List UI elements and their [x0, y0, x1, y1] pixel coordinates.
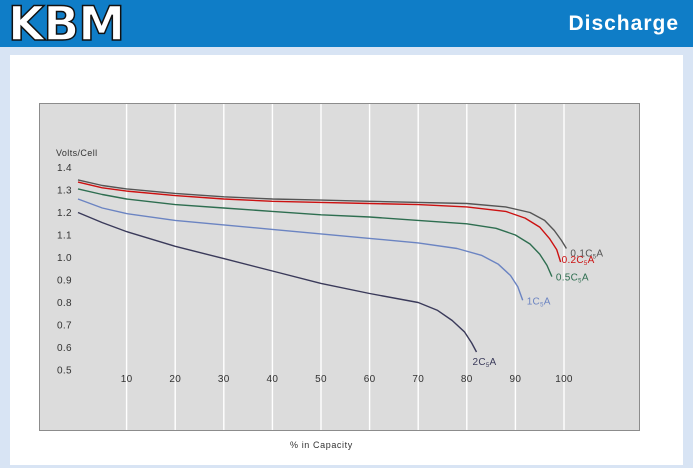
x-tick-label: 90 [510, 374, 522, 385]
series-line-1C5A [77, 198, 524, 301]
y-tick-label: 1.0 [57, 253, 72, 264]
series-line-0.5C5A [77, 188, 553, 277]
series-label-0.2C5A: 0.2C5A [562, 255, 595, 267]
y-tick-label: 0.6 [57, 343, 72, 354]
y-tick-label: 1.2 [57, 208, 72, 219]
x-axis-label: % in Capacity [290, 440, 353, 450]
series-line-0.2C5A [77, 181, 562, 263]
y-tick-label: 1.1 [57, 231, 72, 242]
x-tick-label: 30 [218, 374, 230, 385]
x-tick-label: 40 [267, 374, 279, 385]
series-line-2C5A [77, 211, 478, 353]
x-tick-label: 60 [364, 374, 376, 385]
section-title: Discharge [568, 12, 679, 35]
y-tick-label: 0.8 [57, 298, 72, 309]
x-tick-label: 80 [461, 374, 473, 385]
header-bar: KBM Discharge [0, 0, 693, 53]
y-tick-label: 1.3 [57, 186, 72, 197]
series-label-0.1C5A: 0.1C5A [570, 249, 603, 261]
y-axis-label: Volts/Cell [56, 148, 98, 158]
x-tick-label: 50 [315, 374, 327, 385]
series-label-1C5A: 1C5A [527, 296, 551, 308]
y-tick-label: 1.4 [57, 163, 72, 174]
series-label-2C5A: 2C5A [473, 357, 497, 369]
x-tick-label: 10 [121, 374, 133, 385]
series-label-0.5C5A: 0.5C5A [556, 273, 589, 285]
y-tick-label: 0.7 [57, 321, 72, 332]
x-tick-label: 100 [555, 374, 573, 385]
series-line-0.1C5A [77, 179, 567, 249]
y-tick-label: 0.9 [57, 276, 72, 287]
y-tick-label: 0.5 [57, 366, 72, 377]
x-tick-label: 70 [412, 374, 424, 385]
chart-area [39, 103, 640, 431]
x-tick-label: 20 [169, 374, 181, 385]
kbm-logo: KBM [7, 0, 126, 53]
